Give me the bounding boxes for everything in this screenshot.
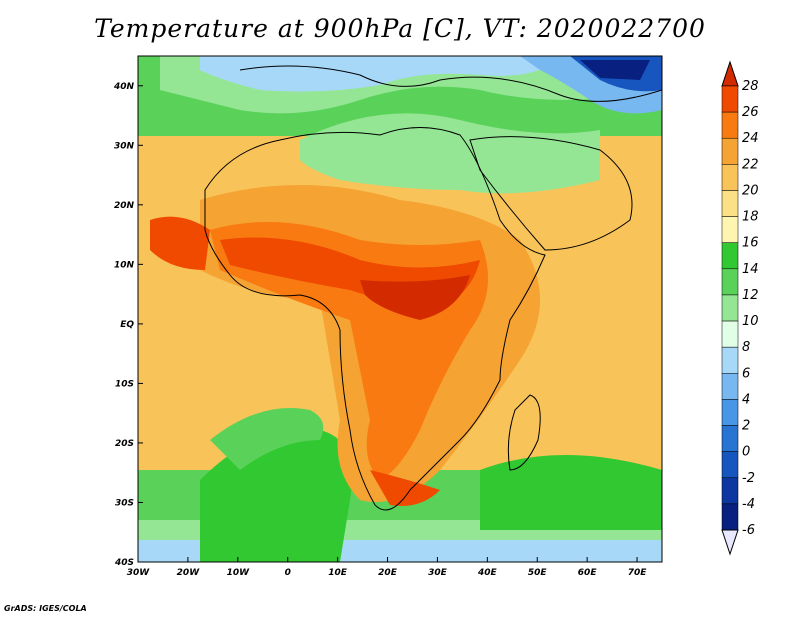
- colorbar-label: 24: [742, 131, 759, 146]
- x-axis-ticks: 30W 20W 10W 0 10E 20E 30E 40E 50E 60E 70E: [127, 557, 647, 578]
- y-tick-label: EQ: [120, 320, 134, 330]
- colorbar-box: [721, 320, 739, 348]
- field-ne-deepblue: [580, 60, 650, 80]
- colorbar-box: [721, 346, 739, 374]
- colorbar-label: 16: [742, 236, 759, 251]
- colorbar-label: 0: [742, 445, 750, 460]
- colorbar-label: 12: [742, 288, 759, 303]
- x-tick-label: 60E: [578, 568, 598, 578]
- colorbar-box: [721, 190, 739, 217]
- colorbar-label: 22: [742, 157, 759, 172]
- colorbar-label: -2: [742, 471, 755, 486]
- field-south-red: [370, 470, 440, 506]
- colorbar-label: 2: [742, 419, 750, 434]
- x-tick-label: 20W: [177, 568, 201, 578]
- x-tick-label: 40E: [477, 568, 498, 578]
- field-med-blue: [200, 56, 560, 92]
- colorbar-label: 8: [742, 340, 750, 355]
- field-west-red: [150, 216, 210, 270]
- colorbar-label: 20: [742, 183, 759, 198]
- colorbar-label: -6: [742, 523, 755, 538]
- map-frame: [137, 55, 663, 563]
- x-tick-label: 30W: [127, 568, 151, 578]
- x-tick-label: 50E: [528, 568, 548, 578]
- y-tick-label: 10S: [115, 379, 134, 389]
- y-tick-label: 10N: [114, 260, 135, 270]
- y-tick-label: 30N: [114, 141, 135, 151]
- colorbar-box: [721, 216, 739, 243]
- colorbar-bottom-arrow: [721, 529, 739, 556]
- coastline: [204, 127, 546, 511]
- temperature-field: [138, 56, 662, 562]
- chart-title: Temperature at 900hPa [C], VT: 202002270…: [94, 14, 706, 43]
- y-tick-label: 30S: [115, 498, 134, 508]
- colorbar-label: 26: [742, 105, 759, 120]
- y-tick-label: 20S: [115, 439, 134, 449]
- colorbar-box: [721, 373, 739, 400]
- colorbar-label: 28: [742, 79, 759, 94]
- field-satl-green2: [210, 408, 324, 470]
- y-tick-label: 40S: [114, 558, 134, 568]
- colorbar-label: 10: [742, 314, 759, 329]
- x-tick-label: 0: [285, 568, 291, 578]
- x-tick-label: 20E: [378, 568, 398, 578]
- x-tick-label: 70E: [628, 568, 648, 578]
- colorbar-box: [721, 451, 739, 479]
- colorbar-box: [721, 111, 739, 139]
- madagascar-outline: [507, 394, 541, 471]
- colorbar-top-arrow: [721, 60, 739, 87]
- colorbar-label: 18: [742, 210, 759, 225]
- colorbar-box: [721, 294, 739, 322]
- colorbar-label: 4: [742, 392, 750, 407]
- colorbar-box: [721, 477, 739, 505]
- colorbar-box: [721, 268, 739, 296]
- colorbar-label: 14: [742, 262, 759, 277]
- x-tick-label: 30E: [428, 568, 448, 578]
- europe-outline: [239, 65, 662, 102]
- x-tick-label: 10W: [227, 568, 251, 578]
- y-tick-label: 20N: [114, 201, 135, 211]
- colorbar-label: 6: [742, 366, 750, 381]
- field-sahara-lightgreen: [300, 113, 600, 194]
- colorbar-box: [721, 85, 739, 113]
- field-central-red: [360, 275, 470, 320]
- y-tick-label: 40N: [113, 82, 135, 92]
- colorbar-box: [721, 242, 739, 270]
- colorbar-box: [721, 137, 739, 165]
- colorbar-box: [721, 425, 739, 452]
- x-tick-label: 10E: [328, 568, 348, 578]
- colorbar-box: [721, 399, 739, 426]
- colorbar-box: [721, 503, 739, 531]
- arabia-outline: [469, 136, 633, 251]
- footer-credit: GrADS: IGES/COLA: [4, 604, 87, 613]
- colorbar-label: -4: [742, 497, 755, 512]
- colorbar-box: [721, 164, 739, 191]
- field-sio-green: [480, 455, 662, 530]
- y-axis-ticks: 40N 30N 20N 10N EQ 10S 20S 30S 40S: [113, 82, 143, 568]
